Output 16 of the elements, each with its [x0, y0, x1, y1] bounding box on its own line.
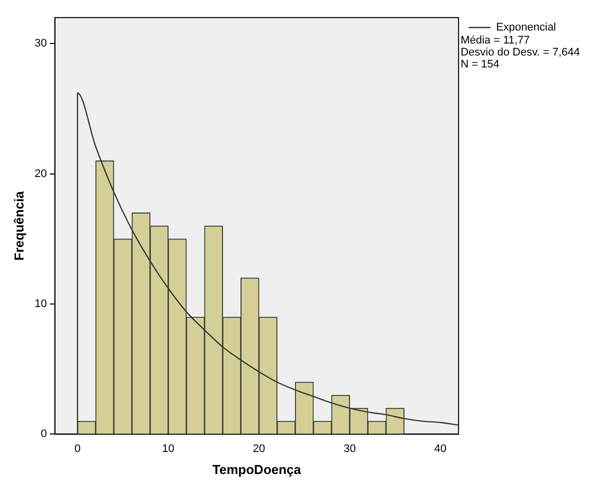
- y-tick-label: 30: [34, 38, 47, 50]
- text: Média = 11,77: [460, 34, 530, 47]
- y-tick-label: 10: [34, 298, 47, 310]
- x-tick-label: 40: [434, 442, 447, 455]
- x-tick-label: 20: [252, 442, 266, 455]
- legend-label: Exponencial: [496, 22, 556, 34]
- y-tick-label: 20: [34, 168, 47, 180]
- y-tick-label: 0: [40, 428, 47, 440]
- x-axis-title: TempoDoença: [212, 462, 302, 477]
- y-axis-title: Frequência: [11, 190, 26, 261]
- x-tick-label: 30: [344, 442, 356, 455]
- text: N = 154: [460, 58, 500, 71]
- x-tick-label: 10: [162, 442, 174, 455]
- line-series: [76, 92, 459, 434]
- x-tick-label: 0: [74, 442, 81, 455]
- text: Desvio do Desv. = 7,644: [460, 46, 580, 59]
